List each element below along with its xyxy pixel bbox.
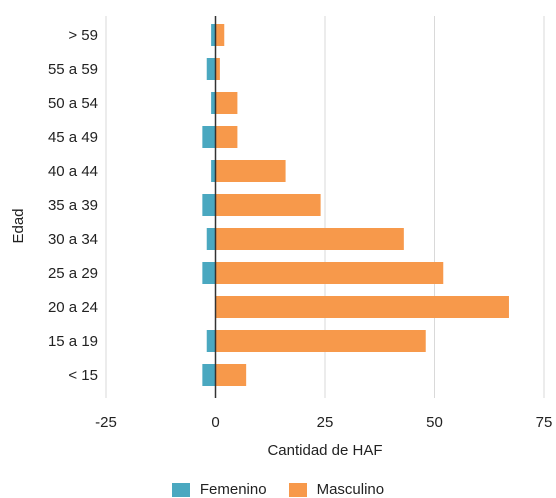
bar-masculino-9 xyxy=(215,330,426,352)
legend-item-masculino: Masculino xyxy=(288,481,385,498)
x-tick-label: 50 xyxy=(426,414,443,431)
y-tick-label: 50 a 54 xyxy=(48,95,98,112)
bar-masculino-6 xyxy=(215,228,404,250)
bar-masculino-1 xyxy=(215,58,220,80)
bar-femenino-9 xyxy=(206,330,216,352)
x-tick-label: 75 xyxy=(536,414,553,431)
y-tick-label: 55 a 59 xyxy=(48,61,98,78)
y-tick-labels: > 59 55 a 59 50 a 54 45 a 49 40 a 44 35 a 39 3… xyxy=(48,27,98,384)
x-tick-labels: -25 0 25 50 75 xyxy=(95,414,552,431)
y-axis-title: Edad xyxy=(10,208,27,243)
bar-femenino-3 xyxy=(202,126,216,148)
bar-femenino-2 xyxy=(211,92,216,114)
y-tick-label: 40 a 44 xyxy=(48,163,98,180)
bar-masculino-7 xyxy=(215,262,444,284)
legend-label-masculino: Masculino xyxy=(316,481,385,498)
bar-masculino-4 xyxy=(215,160,286,182)
legend: Femenino Masculino xyxy=(0,481,556,498)
y-tick-label: 15 a 19 xyxy=(48,333,98,350)
y-tick-label: 30 a 34 xyxy=(48,231,98,248)
x-tick-label: 25 xyxy=(317,414,334,431)
bar-masculino-2 xyxy=(215,92,238,114)
bar-femenino-5 xyxy=(202,194,216,216)
legend-label-femenino: Femenino xyxy=(199,481,267,498)
bar-masculino-8 xyxy=(215,296,509,318)
bar-masculino-5 xyxy=(215,194,321,216)
bar-femenino-6 xyxy=(206,228,216,250)
y-tick-label: 45 a 49 xyxy=(48,129,98,146)
bar-chart: > 59 55 a 59 50 a 54 45 a 49 40 a 44 35 a 39 3… xyxy=(10,16,552,459)
bar-masculino-3 xyxy=(215,126,238,148)
y-tick-label: < 15 xyxy=(68,367,98,384)
y-tick-label: 20 a 24 xyxy=(48,299,98,316)
bar-femenino-1 xyxy=(206,58,216,80)
legend-swatch-masculino xyxy=(288,482,307,497)
x-tick-label: -25 xyxy=(95,414,117,431)
legend-item-femenino: Femenino xyxy=(171,481,267,498)
bar-masculino-10 xyxy=(215,364,247,386)
y-tick-label: 25 a 29 xyxy=(48,265,98,282)
y-tick-label: 35 a 39 xyxy=(48,197,98,214)
bar-femenino-4 xyxy=(211,160,216,182)
bars xyxy=(202,24,509,386)
x-axis-title: Cantidad de HAF xyxy=(267,442,382,459)
bar-femenino-0 xyxy=(211,24,216,46)
bar-femenino-10 xyxy=(202,364,216,386)
y-tick-label: > 59 xyxy=(68,27,98,44)
bar-femenino-7 xyxy=(202,262,216,284)
bar-masculino-0 xyxy=(215,24,225,46)
x-tick-label: 0 xyxy=(211,414,219,431)
legend-swatch-femenino xyxy=(171,482,190,497)
